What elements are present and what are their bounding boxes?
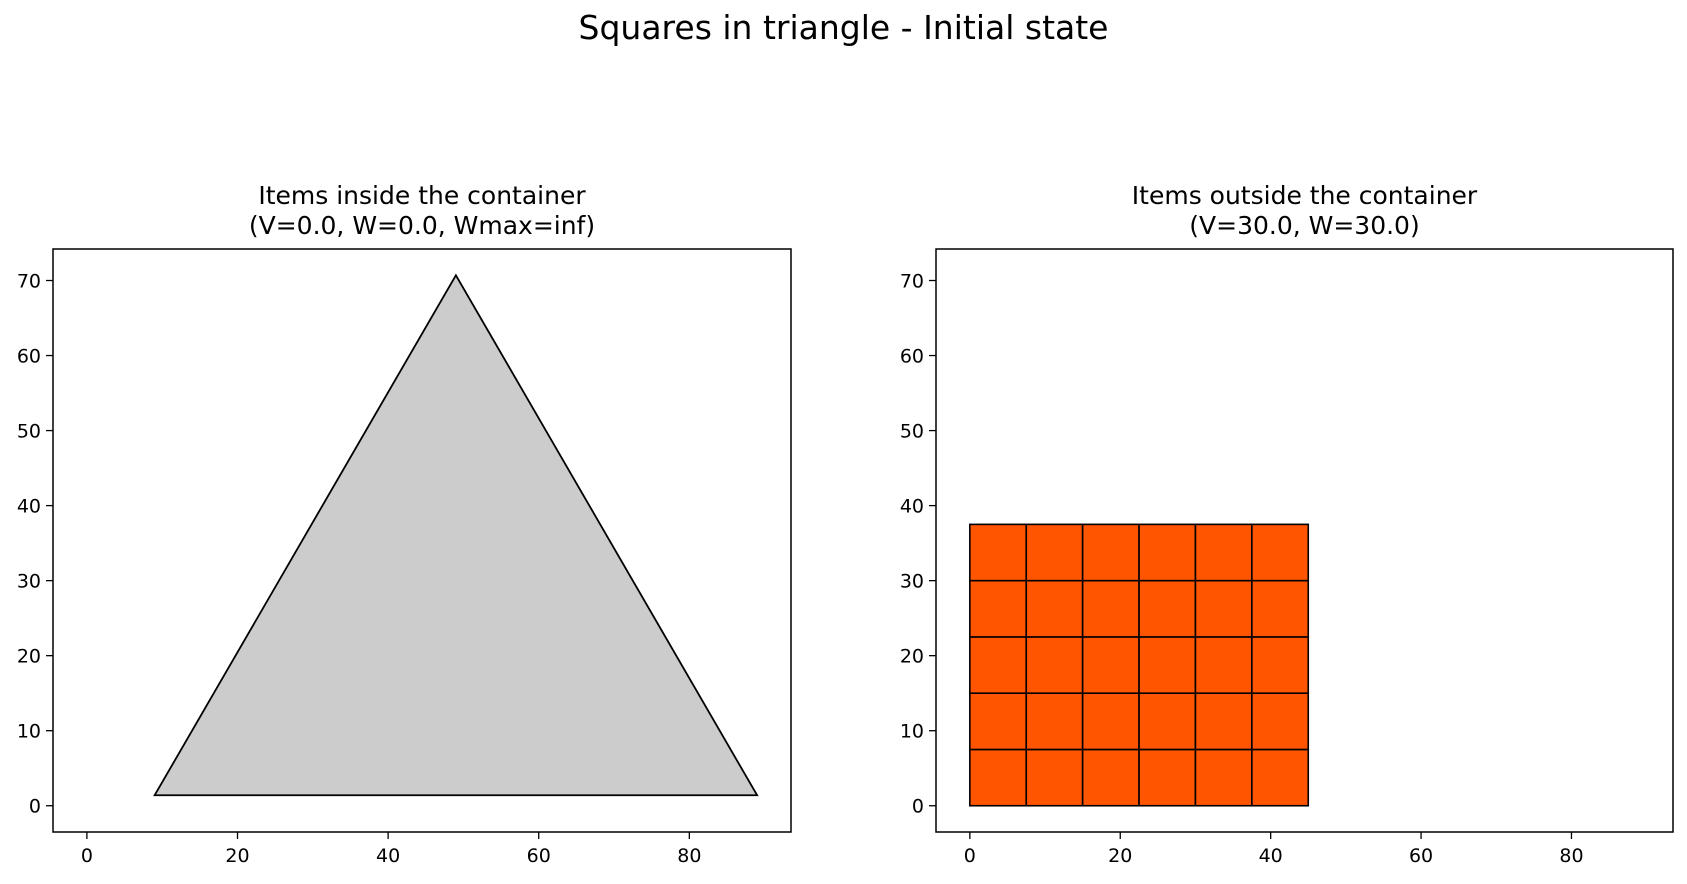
right-axes: Items outside the container (V=30.0, W=3… [900,181,1674,867]
right-ytick-label-60: 60 [900,346,924,368]
left-ytick-label-30: 30 [17,571,41,593]
right-item-square-r2-c5 [1251,636,1310,694]
right-item-square-r2-c4 [1194,636,1253,694]
left-ytick-label-50: 50 [17,421,41,443]
right-ytick-label-0: 0 [912,796,924,818]
right-ytick-label-10: 10 [900,721,924,743]
figure-title: Squares in triangle - Initial state [578,8,1109,47]
right-item-square-r0-c1 [1025,748,1084,807]
right-xtick-label-40: 40 [1259,845,1283,867]
right-item-square-r0-c4 [1194,748,1253,807]
right-item-square-r4-c4 [1194,523,1253,582]
left-ytick-label-70: 70 [17,271,41,293]
left-axes-title-line2: (V=0.0, W=0.0, Wmax=inf) [249,211,595,240]
right-item-square-r3-c2 [1081,579,1140,638]
right-ytick-label-30: 30 [900,571,924,593]
right-item-square-r3-c4 [1194,579,1253,638]
left-axes: Items inside the container (V=0.0, W=0.0… [17,181,792,867]
right-item-square-r4-c1 [1025,523,1084,582]
right-item-square-r1-c3 [1138,692,1197,751]
left-ytick-label-0: 0 [29,796,41,818]
right-item-square-r0-c3 [1138,748,1197,807]
right-item-square-r1-c4 [1194,692,1253,751]
right-axes-title-line1: Items outside the container [1132,181,1478,210]
right-xtick-label-20: 20 [1108,845,1132,867]
right-item-square-r3-c3 [1138,579,1197,638]
right-item-square-r4-c3 [1138,523,1197,582]
right-item-square-r3-c1 [1025,579,1084,638]
right-item-square-r3-c0 [969,579,1028,638]
left-ytick-label-40: 40 [17,496,41,518]
left-xtick-label-60: 60 [527,845,551,867]
right-item-square-r4-c5 [1251,523,1310,582]
right-xtick-label-0: 0 [964,845,976,867]
right-item-square-r0-c2 [1081,748,1140,807]
right-item-square-r1-c2 [1081,692,1140,751]
left-container-triangle [153,273,759,797]
right-xtick-label-80: 80 [1559,845,1583,867]
right-axes-frame [935,248,1674,833]
left-ytick-label-10: 10 [17,721,41,743]
right-ytick-label-20: 20 [900,646,924,668]
left-ytick-label-60: 60 [17,346,41,368]
left-xtick-label-0: 0 [81,845,93,867]
right-item-square-r3-c5 [1251,579,1310,638]
right-item-square-r4-c2 [1081,523,1140,582]
right-item-square-r2-c2 [1081,636,1140,694]
left-xtick-label-40: 40 [376,845,400,867]
right-axes-title-line2: (V=30.0, W=30.0) [1189,211,1419,240]
right-xtick-label-60: 60 [1409,845,1433,867]
right-item-square-r1-c5 [1251,692,1310,751]
right-item-square-r1-c1 [1025,692,1084,751]
right-ytick-label-40: 40 [900,496,924,518]
left-xtick-label-80: 80 [677,845,701,867]
right-item-square-r1-c0 [969,692,1028,751]
right-item-square-r2-c1 [1025,636,1084,694]
right-item-square-r2-c3 [1138,636,1197,694]
right-item-square-r0-c0 [969,748,1028,807]
left-axes-title-line1: Items inside the container [258,181,586,210]
right-item-square-r2-c0 [969,636,1028,694]
right-item-square-r4-c0 [969,523,1028,582]
left-ytick-label-20: 20 [17,646,41,668]
right-ytick-label-50: 50 [900,421,924,443]
left-xtick-label-20: 20 [225,845,249,867]
left-axes-frame [52,248,792,833]
right-item-square-r0-c5 [1251,748,1310,807]
right-ytick-label-70: 70 [900,271,924,293]
